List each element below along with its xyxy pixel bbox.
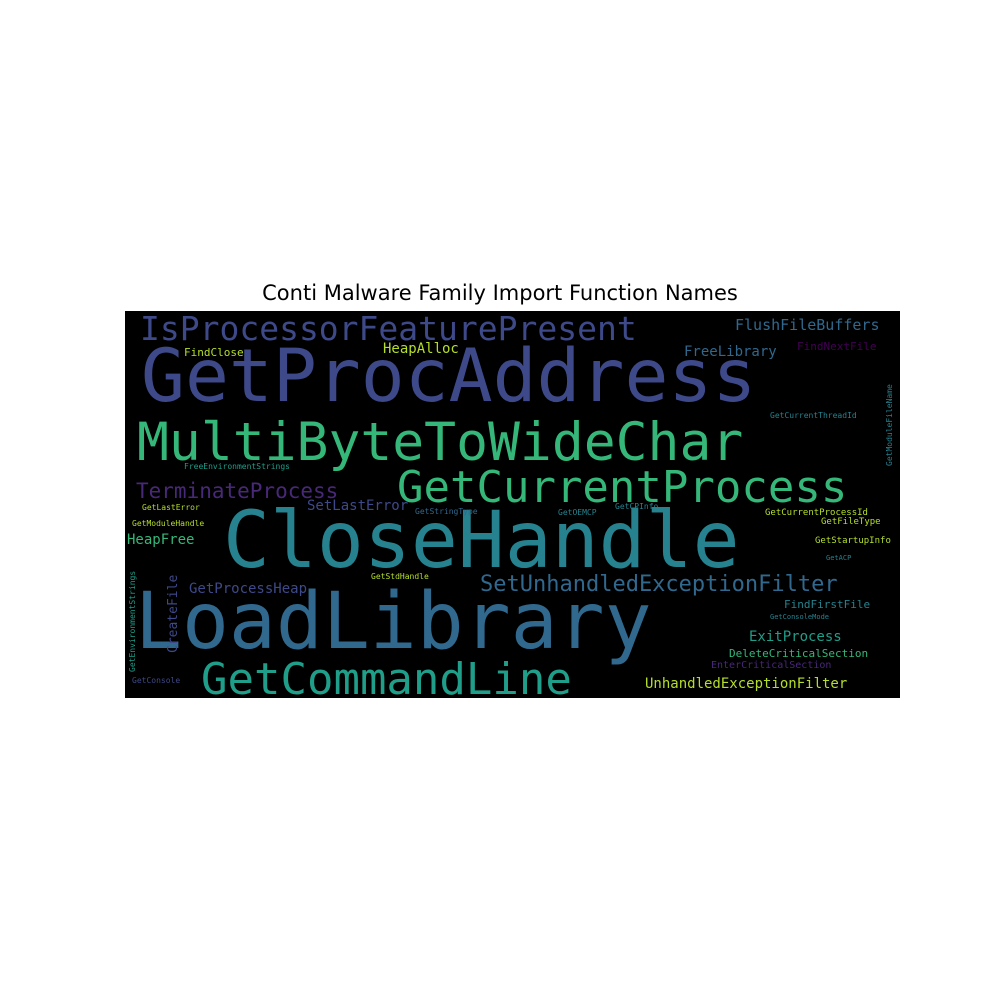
word-getfiletype: GetFileType (821, 517, 881, 527)
word-setlasterror: SetLastError (307, 498, 409, 514)
word-getcurrentprocess: GetCurrentProcess (397, 462, 848, 513)
word-getenvironmentstrings: GetEnvironmentStrings (128, 570, 137, 672)
word-getlasterror: GetLastError (142, 503, 200, 512)
word-getstringtype: GetStringType (415, 507, 478, 516)
word-getcurrentthreadid: GetCurrentThreadId (770, 411, 857, 420)
word-getcurrentprocessid: GetCurrentProcessId (765, 508, 868, 518)
word-getconsolemode: GetConsoleMode (770, 613, 830, 621)
word-isprocessorfeaturepresent: IsProcessorFeaturePresent (140, 311, 637, 348)
word-getconsole: GetConsole (132, 676, 181, 685)
word-getprocessheap: GetProcessHeap (189, 581, 308, 597)
word-getcpinfo: GetCPInfo (615, 502, 659, 511)
word-entercriticalsection: EnterCriticalSection (711, 660, 832, 671)
word-setunhandledexceptionfilter: SetUnhandledExceptionFilter (480, 572, 838, 597)
word-closehandle: CloseHandle (223, 496, 740, 586)
word-loadlibrary: LoadLibrary (135, 577, 652, 667)
word-freeenvironmentstrings: FreeEnvironmentStrings (184, 462, 290, 471)
word-flushfilebuffers: FlushFileBuffers (735, 316, 880, 334)
word-getprocaddress: GetProcAddress (141, 334, 757, 419)
word-cloud: GetProcAddress CloseHandle LoadLibrary M… (125, 311, 900, 698)
word-getmodulefilename: GetModuleFileName (885, 384, 894, 466)
word-createfile: CreateFile (166, 574, 181, 653)
word-findnextfile: FindNextFile (797, 340, 877, 353)
word-exitprocess: ExitProcess (749, 629, 842, 645)
word-multibytetowidechar: MultiByteToWideChar (137, 412, 744, 473)
word-getcommandline: GetCommandLine (201, 654, 572, 699)
word-findfirstfile: FindFirstFile (784, 598, 871, 611)
word-unhandledexceptionfilter: UnhandledExceptionFilter (645, 676, 848, 692)
word-terminateprocess: TerminateProcess (136, 479, 339, 503)
word-heapalloc: HeapAlloc (383, 341, 459, 357)
figure-title: Conti Malware Family Import Function Nam… (262, 281, 738, 305)
word-getacp: GetACP (826, 554, 852, 562)
word-findclose: FindClose (184, 346, 244, 359)
word-freelibrary: FreeLibrary (684, 344, 777, 360)
word-getoemcp: GetOEMCP (558, 508, 597, 517)
word-getstdhandle: GetStdHandle (371, 572, 429, 581)
word-deletecriticalsection: DeleteCriticalSection (729, 647, 869, 660)
word-getmodulehandle: GetModuleHandle (132, 519, 205, 528)
word-getstartupinfo: GetStartupInfo (815, 536, 891, 546)
word-heapfree: HeapFree (127, 532, 195, 548)
